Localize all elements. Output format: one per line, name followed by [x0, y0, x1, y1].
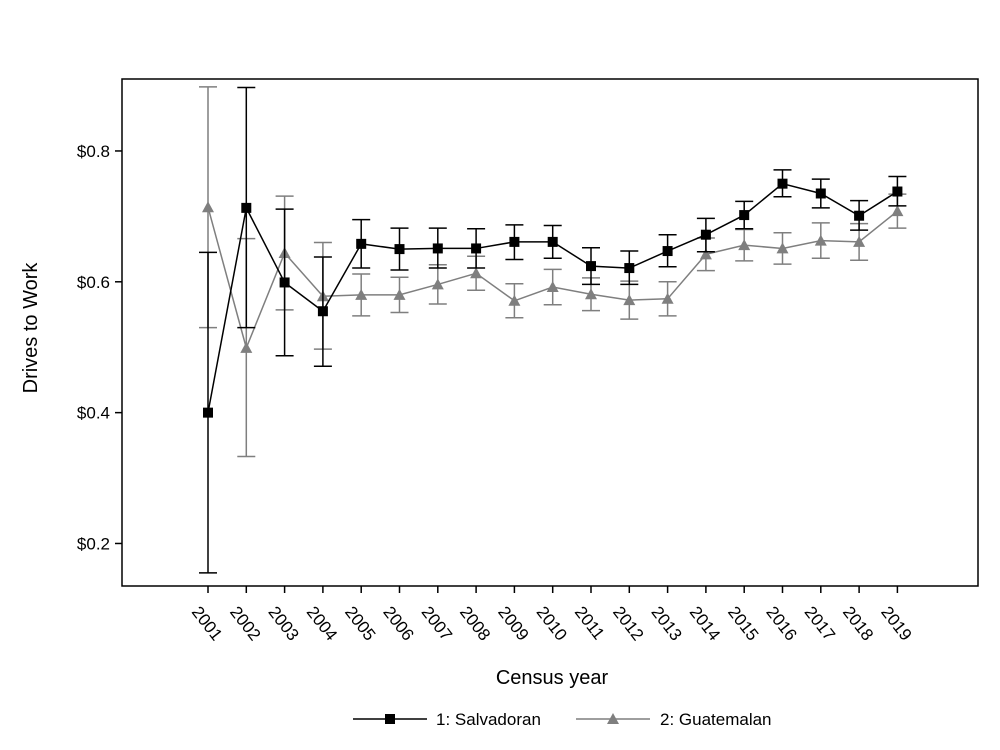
data-point [546, 281, 559, 293]
x-tick-label: 2012 [609, 603, 647, 645]
data-point [699, 248, 712, 260]
data-point [586, 261, 596, 272]
x-tick-label: 2009 [494, 603, 532, 645]
data-point [509, 236, 520, 247]
data-point [892, 186, 903, 197]
plot-frame [121, 78, 979, 587]
data-point [662, 246, 673, 257]
x-tick-label: 2008 [456, 603, 494, 645]
y-tick-label: $0.6 [77, 273, 110, 292]
x-axis: 2001 2002 2003 2004 2005 2006 2007 2008 2009 2010… [188, 586, 916, 644]
data-point [431, 278, 444, 290]
data-point [471, 243, 482, 254]
data-point [854, 210, 865, 221]
data-point [814, 234, 827, 246]
x-tick-label: 2005 [341, 603, 379, 645]
x-tick-label: 2011 [571, 603, 608, 644]
series-layer [199, 86, 907, 574]
data-point [394, 244, 405, 255]
legend-marker-guatemalan [607, 713, 619, 724]
data-point [776, 242, 789, 254]
x-tick-label: 2001 [188, 603, 226, 645]
data-point [240, 341, 253, 353]
data-point [317, 306, 328, 317]
data-point [393, 288, 406, 300]
x-axis-title: Census year [496, 667, 609, 689]
data-point [623, 294, 636, 306]
data-point [202, 201, 214, 213]
data-point [891, 205, 904, 217]
x-tick-label: 2018 [839, 603, 877, 645]
data-point [470, 267, 483, 279]
x-tick-label: 2007 [418, 603, 456, 645]
data-point [356, 238, 367, 249]
data-point [432, 243, 443, 254]
x-tick-label: 2004 [303, 603, 341, 645]
x-tick-label: 2006 [379, 603, 417, 645]
data-point [241, 202, 252, 213]
data-point [355, 288, 368, 300]
data-point [203, 407, 213, 418]
legend-marker-salvadoran [385, 714, 395, 724]
legend-label-guatemalan: 2: Guatemalan [660, 710, 772, 729]
x-tick-label: 2013 [647, 603, 685, 645]
legend: 1: Salvadoran 2: Guatemalan [353, 710, 772, 729]
data-point [853, 235, 866, 247]
x-tick-label: 2017 [801, 603, 839, 645]
x-tick-label: 2002 [226, 603, 264, 645]
x-tick-label: 2019 [877, 603, 915, 645]
x-tick-label: 2010 [533, 603, 571, 645]
data-point [279, 277, 290, 288]
x-tick-label: 2015 [724, 603, 762, 645]
data-point [777, 178, 788, 189]
legend-label-salvadoran: 1: Salvadoran [436, 710, 541, 729]
data-point [739, 210, 750, 221]
data-point [738, 239, 751, 251]
y-axis: $0.2 $0.4 $0.6 $0.8 [77, 142, 122, 553]
data-point [585, 288, 597, 300]
data-point [815, 188, 826, 199]
series-salvadoran [199, 86, 907, 574]
series-guatemalan [199, 86, 907, 458]
x-tick-label: 2014 [686, 603, 724, 645]
data-point [508, 294, 521, 306]
data-point [624, 263, 635, 274]
data-point [547, 236, 558, 247]
y-tick-label: $0.2 [77, 534, 110, 553]
y-tick-label: $0.8 [77, 142, 110, 161]
x-tick-label: 2016 [762, 603, 800, 645]
x-tick-label: 2003 [264, 603, 302, 645]
data-point [700, 229, 711, 240]
y-axis-title: Drives to Work [20, 262, 42, 394]
y-tick-label: $0.4 [77, 404, 110, 423]
data-point [661, 292, 674, 304]
